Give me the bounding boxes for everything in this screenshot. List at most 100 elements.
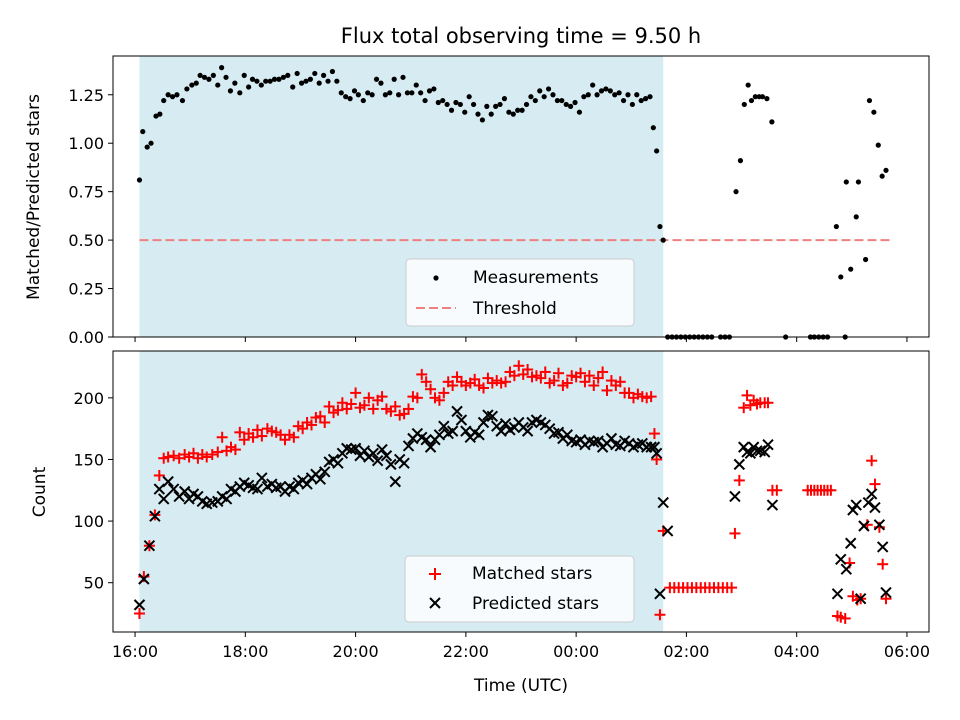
matched-star-point <box>358 399 370 411</box>
x-tick-label: 04:00 <box>774 642 820 661</box>
measurement-point <box>585 92 591 98</box>
matched-star-point <box>508 370 520 382</box>
matched-star-point <box>201 451 213 463</box>
measurement-point <box>440 97 446 104</box>
matched-star-point <box>376 391 388 403</box>
x-tick-label: 16:00 <box>112 642 158 661</box>
predicted-star-point <box>402 440 415 452</box>
matched-star-point <box>762 397 774 409</box>
measurement-point <box>833 223 839 230</box>
matched-star-point <box>500 376 512 388</box>
matched-star-point <box>332 404 344 416</box>
measurement-point <box>737 158 744 164</box>
measurement-point <box>290 84 296 90</box>
measurement-point <box>169 94 176 100</box>
star-count-panel: 50 100 150 200 16:00 18:00 20:00 22:00 00:00 02:… <box>30 350 930 696</box>
measurement-point <box>759 94 766 100</box>
measurement-point <box>568 103 574 109</box>
measurement-point <box>189 82 195 88</box>
measurement-point <box>435 99 441 106</box>
measurement-point <box>862 256 869 263</box>
predicted-star-point <box>460 425 472 437</box>
predicted-star-point <box>158 493 170 505</box>
legend-threshold-label: Threshold <box>472 299 557 319</box>
predicted-star-point <box>143 540 156 552</box>
measurement-point <box>479 117 486 123</box>
predicted-star-point <box>650 447 663 460</box>
matched-star-point <box>323 400 335 412</box>
measurement-point <box>484 103 490 109</box>
legend-measurements-marker <box>433 275 439 281</box>
measurement-point <box>607 88 613 94</box>
measurement-point <box>462 109 468 115</box>
predicted-star-point <box>314 473 327 485</box>
predicted-star-point <box>451 405 463 418</box>
predicted-star-point <box>424 441 437 453</box>
measurement-point <box>174 92 180 98</box>
predicted-star-point <box>162 475 174 488</box>
measurement-point <box>563 101 569 108</box>
predicted-star-point <box>744 447 757 460</box>
measurement-point <box>470 101 477 108</box>
measurement-point <box>316 80 322 86</box>
x-tick-label: 18:00 <box>222 642 268 661</box>
measurement-point <box>426 88 433 94</box>
matched-star-point <box>168 450 180 462</box>
predicted-star-point <box>486 410 499 423</box>
matched-star-point <box>738 402 750 414</box>
predicted-star-point <box>766 499 779 511</box>
matched-star-point <box>162 451 174 463</box>
matched-star-point <box>729 527 741 539</box>
measurement-point <box>629 101 635 108</box>
matched-star-point <box>206 449 218 461</box>
measurement-point <box>497 101 503 108</box>
x-axis-label: Time (UTC) <box>473 676 568 696</box>
matched-star-point <box>345 398 357 410</box>
measurement-point <box>598 88 605 94</box>
predicted-star-point <box>605 432 618 445</box>
predicted-star-point <box>149 510 161 522</box>
top-y-ticks: 0.00 0.25 0.50 0.75 1.00 1.25 <box>68 86 113 347</box>
measurement-point <box>184 86 190 92</box>
matched-star-point <box>238 434 250 446</box>
matched-star-point <box>583 370 595 382</box>
measurement-point <box>206 76 212 82</box>
predicted-star-point <box>762 438 774 451</box>
measurement-point <box>532 97 538 104</box>
predicted-star-point <box>251 483 264 495</box>
measurement-point <box>457 101 463 108</box>
measurement-point <box>488 111 494 117</box>
x-tick-label: 00:00 <box>553 642 599 661</box>
measurement-point <box>161 97 167 104</box>
measurement-point <box>853 214 859 220</box>
measurement-point <box>748 97 755 104</box>
matched-star-point <box>651 453 663 465</box>
predicted-star-point <box>167 483 180 495</box>
measurement-point <box>201 74 208 80</box>
matched-star-point <box>866 455 878 467</box>
measurement-point <box>515 107 521 113</box>
bottom-axes-frame <box>112 350 930 633</box>
measurement-point <box>249 76 256 82</box>
predicted-star-point <box>349 442 362 455</box>
measurement-point <box>382 92 388 98</box>
y-tick-label: 1.25 <box>68 86 104 105</box>
matched-star-point <box>877 558 889 570</box>
matched-star-point <box>513 360 525 372</box>
predicted-star-point <box>380 450 393 462</box>
y-tick-label: 0.25 <box>68 280 104 299</box>
matched-star-point <box>839 612 851 624</box>
measurement-point <box>501 96 508 102</box>
measurement-point <box>418 90 424 96</box>
predicted-star-point <box>138 573 150 585</box>
measurement-points <box>136 65 889 340</box>
measurement-point <box>263 78 269 84</box>
measurement-point <box>365 90 371 96</box>
measurement-point <box>413 82 419 88</box>
measurement-point <box>657 223 663 230</box>
predicted-star-point <box>420 434 432 446</box>
measurement-point <box>210 72 216 78</box>
matched-star-point <box>173 452 185 464</box>
measurement-point <box>838 274 844 280</box>
measurement-point <box>303 78 309 84</box>
